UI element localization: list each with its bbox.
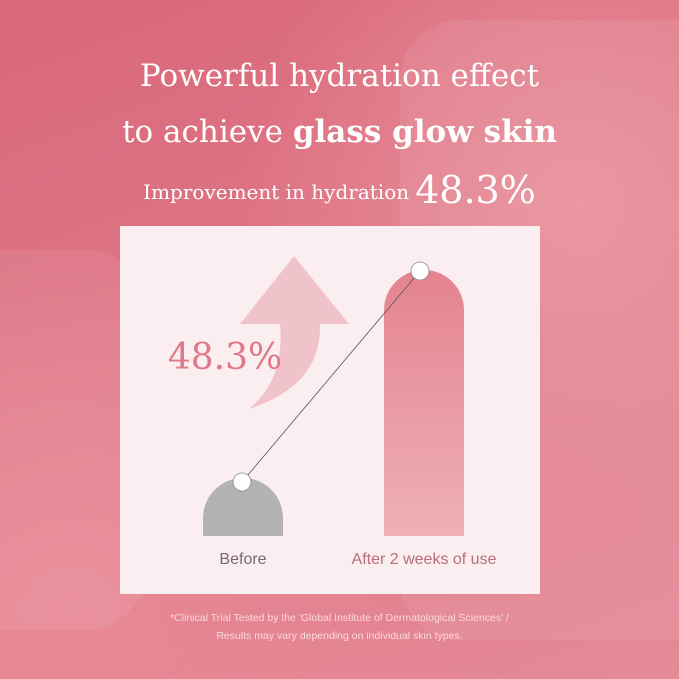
headline-prefix: to achieve [122, 114, 293, 150]
connector-line [241, 270, 421, 483]
point-before [232, 472, 252, 492]
footnote: *Clinical Trial Tested by the 'Global In… [0, 609, 679, 645]
headline-bold: glass glow skin [292, 114, 557, 150]
category-label-after: After 2 weeks of use [351, 551, 497, 568]
up-arrow-icon [240, 256, 349, 409]
point-after [410, 261, 430, 281]
improvement-label: Improvement in hydration [143, 180, 410, 204]
bar-after [384, 270, 464, 536]
headline-line1: Powerful hydration effect [139, 58, 540, 94]
bar-before [203, 478, 283, 536]
improvement-subline: Improvement in hydration 48.3% [0, 168, 679, 212]
headline-line2: to achieve glass glow skin [0, 114, 679, 150]
footnote-line1: *Clinical Trial Tested by the 'Global In… [170, 612, 509, 624]
footnote-line2: Results may vary depending on individual… [216, 630, 463, 642]
category-label-before: Before [219, 551, 267, 568]
annotation-label: 48.3% [168, 337, 282, 378]
improvement-value: 48.3% [415, 168, 536, 212]
chart-panel [120, 226, 540, 594]
